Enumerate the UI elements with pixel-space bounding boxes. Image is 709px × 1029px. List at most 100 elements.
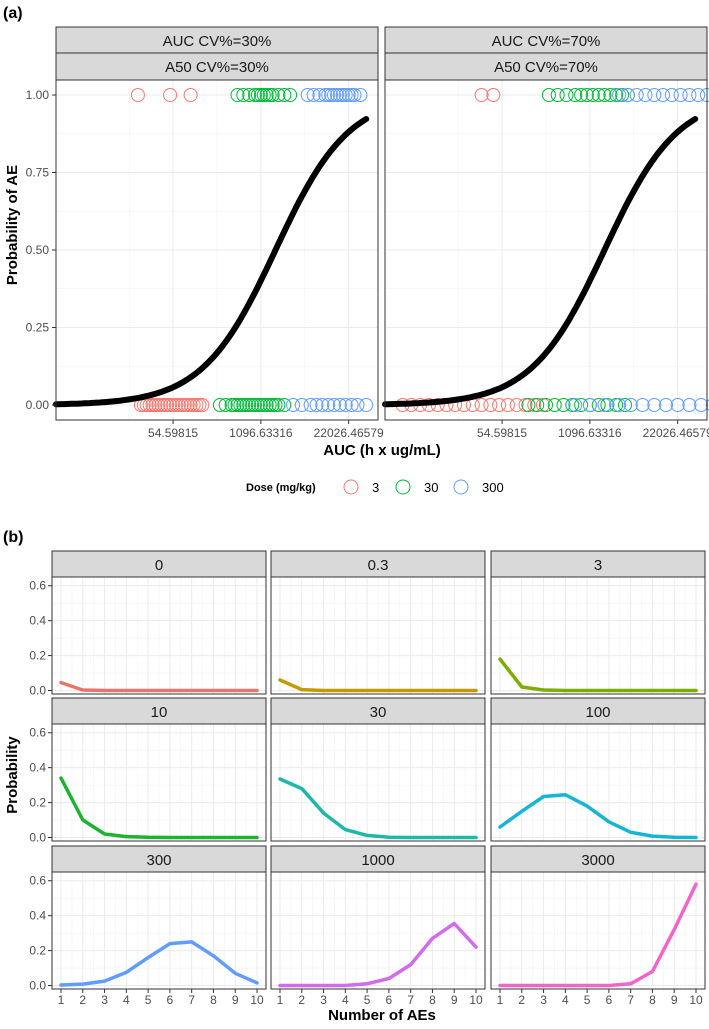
facet-strip-label: 0.3: [368, 557, 389, 574]
data-point-dose-300: [338, 398, 353, 412]
facet-strip-label: 10: [151, 704, 168, 721]
data-point-dose-3: [169, 398, 183, 412]
facet-strip-label: AUC CV%=30%: [163, 33, 272, 50]
legend-key-dose-300: [453, 479, 469, 495]
fitted-curve: [382, 116, 699, 408]
data-point-dose-300: [659, 398, 673, 412]
data-point-dose-30: [591, 88, 606, 102]
data-point-dose-300: [347, 88, 362, 102]
panel-border: [270, 576, 486, 695]
data-point-dose-3: [166, 398, 181, 412]
data-point-dose-300: [327, 398, 341, 412]
legend: Dose (mg/kg) 3 30 300: [246, 479, 504, 495]
facet-strip-label: 30: [370, 704, 387, 721]
data-point-dose-30: [541, 88, 556, 102]
x-tick-label: 7: [407, 993, 414, 1007]
data-point-dose-300: [300, 88, 315, 102]
data-point-dose-300: [670, 398, 685, 412]
data-point-dose-30: [271, 88, 286, 102]
data-point-dose-3: [483, 398, 498, 412]
data-point-dose-3: [183, 398, 198, 412]
data-point-dose-3: [171, 398, 186, 412]
data-point-dose-3: [163, 88, 178, 102]
data-point-dose-300: [691, 88, 706, 102]
data-point-dose-300: [568, 398, 583, 412]
data-point-dose-300: [673, 88, 688, 102]
x-tick-label: 6: [606, 993, 613, 1007]
legend-key-dose-3: [343, 479, 359, 495]
x-tick-label: 1096.63316: [558, 426, 622, 440]
data-point-dose-30: [250, 88, 265, 102]
x-tick-label: 6: [167, 993, 174, 1007]
x-tick-label: 2: [298, 993, 305, 1007]
series-line-300: [59, 940, 259, 987]
data-point-dose-30: [212, 398, 227, 412]
x-tick-label: 3: [540, 993, 547, 1007]
legend-label: 3: [372, 480, 379, 495]
strip-background: [55, 52, 379, 81]
x-tick-label: 10: [469, 993, 483, 1007]
panel-b-facet-3000: 3000 1 2 3 4 5 6 7 8 9 10: [490, 845, 706, 1007]
data-point-dose-300: [315, 398, 330, 412]
data-point-dose-30: [253, 398, 268, 412]
data-point-dose-300: [647, 88, 662, 102]
panel-a: AUC CV%=30% A50 CV%=30% 54.59815 1096.63316…: [26, 26, 709, 440]
y-tick-label: 0.4: [29, 614, 46, 628]
data-point-dose-30: [233, 398, 248, 412]
data-point-dose-30: [259, 88, 274, 102]
panel-border: [51, 871, 267, 990]
strip-background: [51, 697, 267, 725]
panel-border: [51, 723, 267, 842]
facet-strip-label: A50 CV%=70%: [494, 59, 598, 76]
y-tick-label: 0.75: [26, 166, 50, 180]
data-point-dose-300: [321, 398, 336, 412]
data-point-dose-3: [492, 398, 507, 412]
data-point-dose-30: [259, 398, 274, 412]
x-tick-label: 1096.63316: [229, 426, 293, 440]
data-point-dose-30: [574, 88, 589, 102]
data-point-dose-300: [318, 88, 333, 102]
data-point-dose-3: [154, 398, 169, 412]
data-point-dose-30: [574, 398, 589, 412]
panel-b-facet-10: 10 0.0 0.2 0.4 0.6: [29, 697, 267, 845]
data-point-dose-3: [148, 398, 163, 412]
panel-border: [490, 871, 706, 990]
y-tick-label: 0.0: [29, 979, 46, 993]
data-point-dose-300: [335, 88, 350, 102]
data-point-dose-30: [250, 398, 265, 412]
data-point-dose-300: [359, 398, 374, 412]
legend-label: 300: [482, 480, 504, 495]
y-tick-label: 0.2: [29, 796, 46, 810]
strip-background: [270, 550, 486, 578]
data-point-dose-30: [550, 88, 565, 102]
facet-strip-label: A50 CV%=30%: [165, 59, 269, 76]
data-point-dose-30: [253, 88, 268, 102]
data-point-dose-3: [486, 88, 501, 102]
x-tick-label: 3: [320, 993, 327, 1007]
y-tick-label: 0.50: [26, 243, 50, 257]
data-point-dose-300: [321, 88, 336, 102]
data-point-dose-30: [277, 88, 292, 102]
panel-a-x-axis-title: AUC (h x ug/mL): [323, 442, 441, 459]
x-tick-label: 1: [58, 993, 65, 1007]
data-point-dose-30: [618, 398, 632, 412]
data-point-dose-300: [330, 88, 344, 102]
data-point-dose-30: [539, 398, 553, 412]
panel-a-label: (a): [3, 5, 23, 22]
data-point-dose-30: [609, 398, 624, 412]
data-point-dose-30: [236, 398, 251, 412]
data-point-dose-300: [341, 88, 356, 102]
data-point-dose-300: [332, 398, 347, 412]
data-point-dose-30: [236, 88, 251, 102]
y-tick-label: 0.6: [29, 874, 46, 888]
series-line-30: [278, 777, 478, 840]
data-point-dose-30: [248, 398, 262, 412]
data-point-dose-300: [309, 398, 324, 412]
panel-b-label: (b): [3, 529, 23, 546]
data-point-dose-30: [277, 398, 292, 412]
x-tick-label: 10: [689, 993, 703, 1007]
data-point-dose-3: [500, 398, 515, 412]
x-tick-label: 5: [584, 993, 591, 1007]
data-point-dose-30: [609, 88, 624, 102]
y-tick-label: 0.2: [29, 649, 46, 663]
